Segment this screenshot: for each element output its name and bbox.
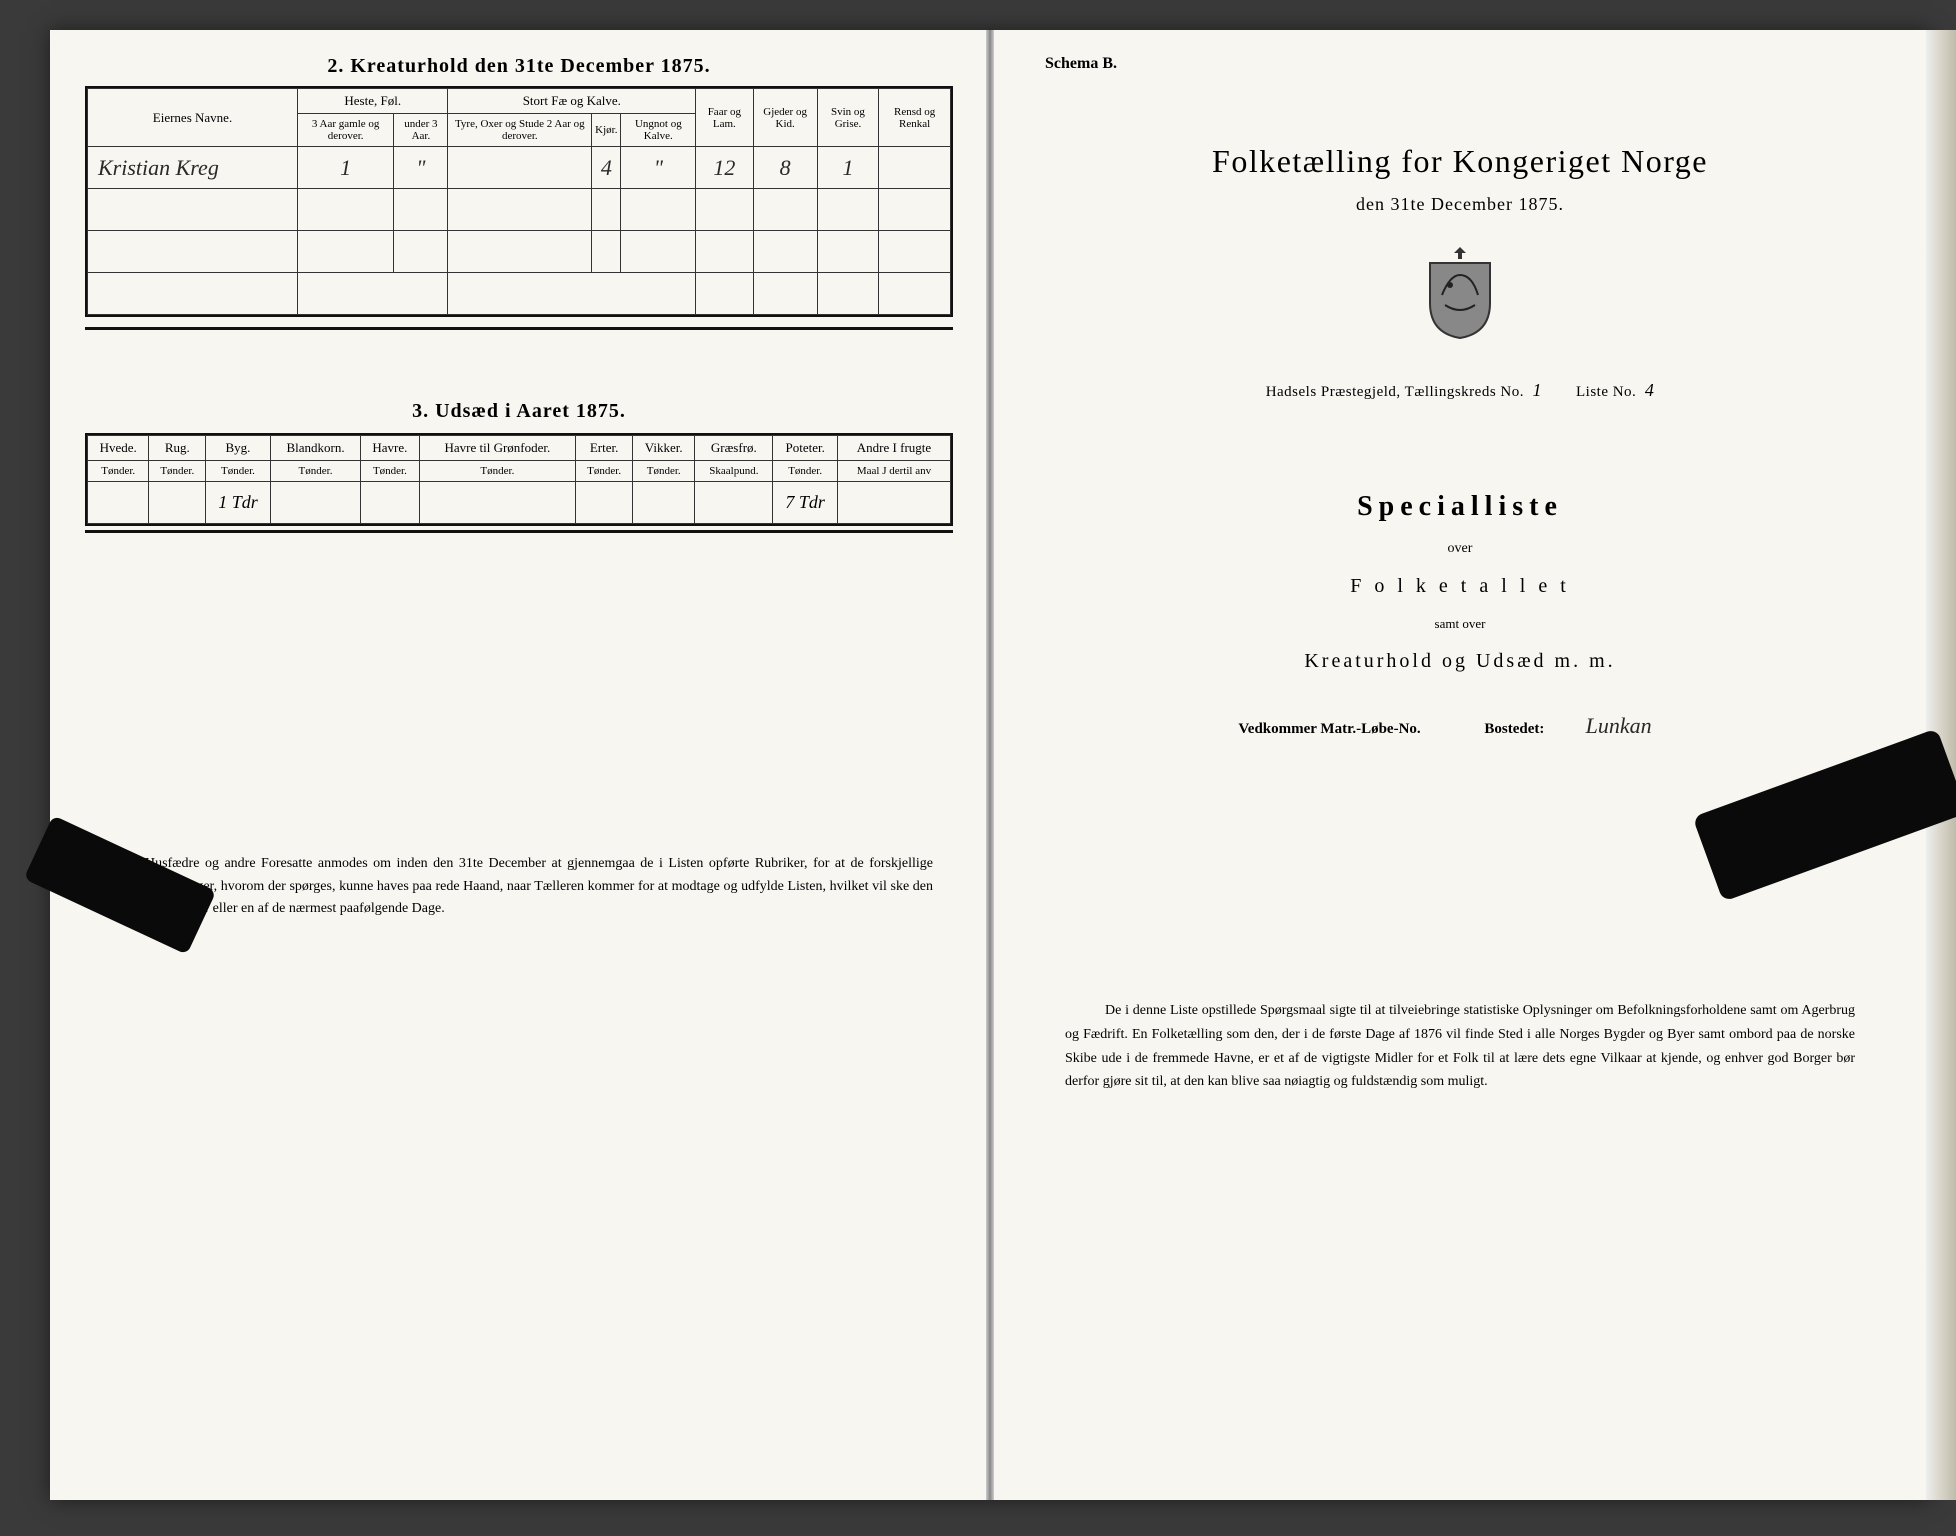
col-gjeder: Gjeder og Kid. [753, 89, 817, 147]
col-owner: Eiernes Navne. [88, 89, 298, 147]
col-subheader: Skaalpund. [695, 461, 773, 482]
folketallet-label: F o l k e t a l l e t [1025, 575, 1895, 598]
footnote: Husfædre og andre Foresatte anmodes om i… [85, 853, 953, 920]
col-subheader: Maal J dertil anv [837, 461, 950, 482]
specialliste-title: Specialliste [1025, 491, 1895, 523]
col-header: Havre til Grønfoder. [419, 436, 576, 461]
vedkommer-row: Vedkommer Matr.-Løbe-No. Bostedet: Lunka… [1025, 713, 1895, 739]
bostedet-label: Bostedet: [1484, 721, 1544, 737]
col-subheader: Tønder. [361, 461, 419, 482]
col-header: Hvede. [88, 436, 149, 461]
cell [879, 147, 951, 189]
col-header: Græsfrø. [695, 436, 773, 461]
col-header: Rug. [149, 436, 206, 461]
sub-ungnot: Ungnot og Kalve. [621, 114, 696, 147]
col-header: Andre I frugte [837, 436, 950, 461]
col-subheader: Tønder. [149, 461, 206, 482]
cell: 4 [592, 147, 621, 189]
over-label: over [1025, 541, 1895, 557]
table-kreaturhold: Eiernes Navne. Heste, Føl. Stort Fæ og K… [85, 86, 953, 317]
cell: 12 [696, 147, 753, 189]
cell [633, 482, 695, 524]
cell: 1 [817, 147, 879, 189]
line-info-pre: Hadsels Præstegjeld, Tællingskreds No. [1266, 384, 1524, 400]
district-line: Hadsels Præstegjeld, Tællingskreds No. 1… [1025, 380, 1895, 401]
samt-label: samt over [1025, 616, 1895, 632]
kreaturhold-label: Kreaturhold og Udsæd m. m. [1025, 650, 1895, 673]
col-header: Poteter. [773, 436, 838, 461]
col-svin: Svin og Grise. [817, 89, 879, 147]
sub-under3: under 3 Aar. [394, 114, 448, 147]
book-spine [986, 30, 994, 1500]
cell [576, 482, 633, 524]
open-book: 2. Kreaturhold den 31te December 1875. E… [50, 30, 1930, 1500]
col-header: Byg. [206, 436, 271, 461]
table-row: 1 Tdr 7 Tdr [88, 482, 951, 524]
cell: 1 [298, 147, 394, 189]
col-subheader: Tønder. [773, 461, 838, 482]
coat-of-arms-icon [1420, 245, 1500, 340]
cell [270, 482, 360, 524]
col-subheader: Tønder. [633, 461, 695, 482]
col-subheader: Tønder. [576, 461, 633, 482]
footnote-text: Husfædre og andre Foresatte anmodes om i… [145, 856, 933, 916]
sub-kjor: Kjør. [592, 114, 621, 147]
col-subheader: Tønder. [206, 461, 271, 482]
liste-no: 4 [1645, 380, 1655, 400]
table-row [88, 231, 951, 273]
col-subheader: Tønder. [88, 461, 149, 482]
main-title: Folketælling for Kongeriget Norge [1025, 143, 1895, 180]
cell [695, 482, 773, 524]
col-rensd: Rensd og Renkal [879, 89, 951, 147]
sub-3aar: 3 Aar gamle og derover. [298, 114, 394, 147]
bottom-paragraph: De i denne Liste opstillede Spørgsmaal s… [1025, 999, 1895, 1094]
cell: 1 Tdr [206, 482, 271, 524]
cell [419, 482, 576, 524]
liste-label: Liste No. [1576, 384, 1636, 400]
grp-heste: Heste, Føl. [298, 89, 448, 114]
cell: " [394, 147, 448, 189]
col-header: Erter. [576, 436, 633, 461]
vedk-label: Vedkommer Matr.-Løbe-No. [1238, 721, 1420, 737]
cell: 7 Tdr [773, 482, 838, 524]
cell-owner: Kristian Kreg [88, 147, 298, 189]
cell: 8 [753, 147, 817, 189]
right-page: Schema B. Folketælling for Kongeriget No… [990, 30, 1930, 1500]
col-header: Havre. [361, 436, 419, 461]
col-header: Blandkorn. [270, 436, 360, 461]
grp-stort: Stort Fæ og Kalve. [448, 89, 696, 114]
col-header: Vikker. [633, 436, 695, 461]
table-row [88, 273, 951, 315]
cell [448, 147, 592, 189]
section2-title: 2. Kreaturhold den 31te December 1875. [85, 55, 953, 78]
subtitle: den 31te December 1875. [1025, 194, 1895, 215]
cell: " [621, 147, 696, 189]
cell [149, 482, 206, 524]
bostedet-value: Lunkan [1586, 713, 1652, 739]
cell [88, 482, 149, 524]
left-page: 2. Kreaturhold den 31te December 1875. E… [50, 30, 990, 1500]
schema-label: Schema B. [1045, 55, 1895, 73]
col-subheader: Tønder. [270, 461, 360, 482]
sub-tyre: Tyre, Oxer og Stude 2 Aar og derover. [448, 114, 592, 147]
kreds-no: 1 [1532, 380, 1542, 400]
table-udsaed: Hvede.Rug.Byg.Blandkorn.Havre.Havre til … [85, 433, 953, 526]
col-faar: Faar og Lam. [696, 89, 753, 147]
col-subheader: Tønder. [419, 461, 576, 482]
section3-title: 3. Udsæd i Aaret 1875. [85, 400, 953, 423]
table-row [88, 189, 951, 231]
rule [85, 530, 953, 533]
cell [361, 482, 419, 524]
cell [837, 482, 950, 524]
table-row: Kristian Kreg 1 " 4 " 12 8 1 [88, 147, 951, 189]
